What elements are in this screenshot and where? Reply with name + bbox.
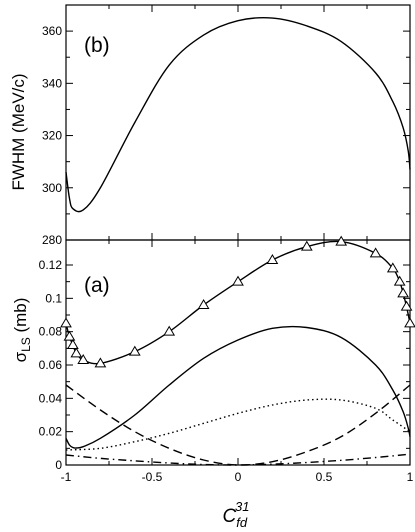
- x-axis-title-subscript: fd: [236, 515, 248, 530]
- panel-a-ytick-label: 0.06: [39, 358, 63, 372]
- x-axis-title-superscript: 31: [235, 499, 249, 514]
- panel-a-xtick-label: -1: [61, 470, 72, 484]
- panel-a-triangle-point: [397, 287, 409, 298]
- panel-a-triangle-point: [369, 247, 382, 258]
- panel-a-xtick-label: 0: [235, 470, 242, 484]
- panel-a-sigma: 00.020.040.060.080.10.12-1 -0.5 0 0.5 1 (a) …: [11, 235, 415, 530]
- panel-a-y-axis-title: σLS (mb): [11, 298, 33, 363]
- panel-a-ytick-label: 0.04: [39, 391, 63, 405]
- panel-a-xtick-label: 0.5: [316, 470, 333, 484]
- panel-b-ytick-label: 360: [42, 24, 62, 38]
- panel-a-ytick-label: 0.08: [39, 325, 63, 339]
- panel-a-triangle-point: [300, 240, 313, 251]
- panel-a-triangle-point: [404, 317, 415, 328]
- panel-a-triangle-point: [67, 339, 79, 349]
- panel-a-triangle-point: [63, 330, 76, 341]
- panel-b-y-axis-title: FWHM (MeV/c): [9, 73, 28, 190]
- panel-a-xtick-label: 1: [407, 470, 414, 484]
- panel-a-triangle-point: [128, 345, 141, 356]
- panel-a-series-dashed-line: [65, 384, 411, 466]
- panel-b-ytick-label: 320: [42, 129, 62, 143]
- panel-a-series-dotted-line: [65, 398, 411, 451]
- panel-b-ytick-label: 280: [42, 233, 62, 247]
- panel-b-ytick-label: 300: [42, 181, 62, 195]
- panel-a-series-solid-line: [65, 240, 411, 365]
- y-axis-title-symbol: σ: [11, 351, 30, 362]
- panel-a-triangle-point: [77, 354, 90, 364]
- panel-a-triangle-point: [60, 317, 72, 328]
- panel-a-ytick-label: 0: [55, 458, 62, 472]
- panel-a-triangle-point: [266, 254, 279, 264]
- panel-b-ticks: 280 300 320 340 360: [42, 5, 411, 247]
- panel-b-series: [65, 17, 411, 213]
- panel-b-series-solid-line: [65, 17, 411, 213]
- x-axis-title-symbol: C: [222, 506, 236, 527]
- panel-a-series-dashdot-line: [65, 453, 411, 466]
- panel-a-ytick-label: 0.1: [45, 291, 62, 305]
- panel-a-triangle-point: [400, 300, 413, 311]
- panel-a-ytick-label: 0.02: [39, 425, 63, 439]
- panel-a-triangle-point: [335, 235, 348, 246]
- panel-b-frame: [65, 4, 411, 241]
- panel-a-frame: [65, 239, 411, 466]
- panel-a-series: [60, 235, 415, 466]
- y-axis-title-subscript: LS: [19, 337, 33, 352]
- panel-b-label: (b): [84, 34, 110, 57]
- panel-a-ticks: 0 0.02 0.04 0.06 0.08 0.1 0.12 -1 -0.5 0 0.5 1: [39, 240, 414, 484]
- panel-a-x-axis-title: Cfd31: [222, 499, 249, 530]
- panel-a-ytick-label: 0.12: [39, 258, 63, 272]
- panel-a-triangle-point: [94, 357, 107, 368]
- panel-a-triangle-point: [163, 325, 176, 336]
- y-axis-title-unit: (mb): [11, 298, 30, 338]
- panel-a-xtick-label: -0.5: [142, 470, 163, 484]
- panel-b-fwhm: 280 300 320 340 360 (b) FWHM (MeV/c): [9, 4, 411, 247]
- panel-a-triangle-point: [197, 299, 210, 309]
- panel-a-triangle-point: [70, 347, 83, 358]
- panel-a-triangle-point: [393, 275, 406, 286]
- panel-b-ytick-label: 340: [42, 76, 62, 90]
- panel-a-triangle-point: [386, 262, 399, 273]
- panel-a-triangle-point: [232, 275, 244, 286]
- panel-a-series-solid-line: [65, 325, 411, 449]
- panel-a-label: (a): [84, 274, 110, 297]
